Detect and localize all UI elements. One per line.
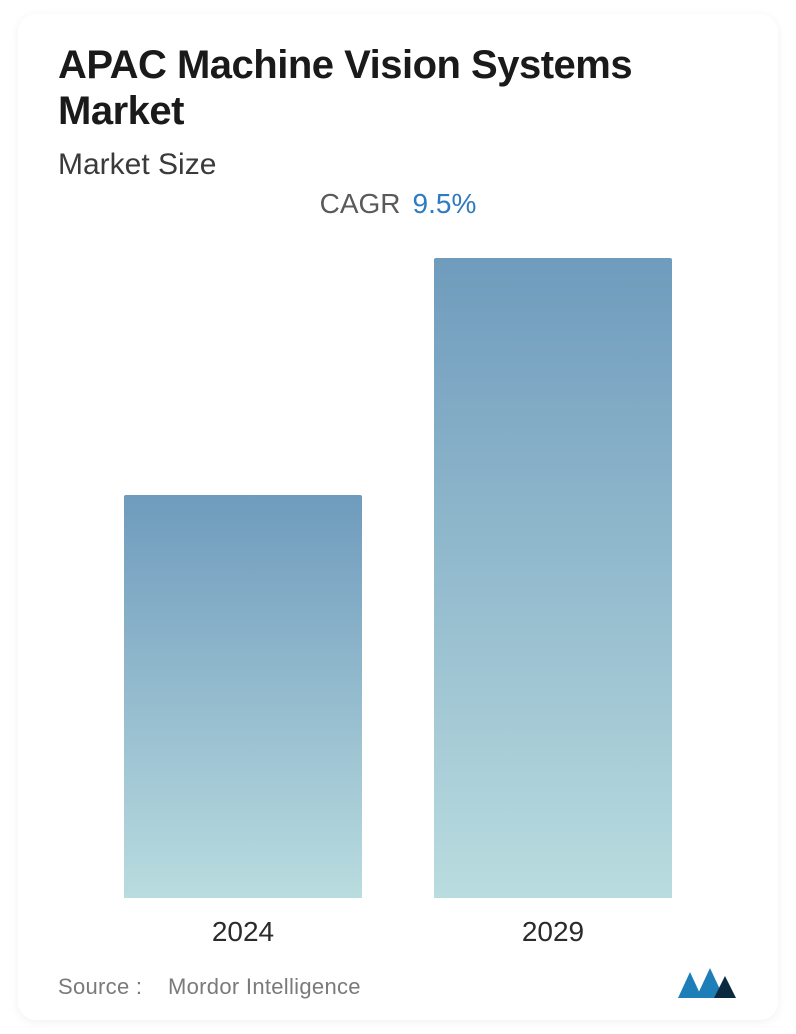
bar-0 bbox=[124, 495, 362, 898]
bar-wrap-1 bbox=[434, 258, 672, 898]
cagr-value: 9.5% bbox=[413, 188, 477, 220]
xlabel-0: 2024 bbox=[124, 916, 362, 948]
chart-footer: Source : Mordor Intelligence bbox=[58, 966, 738, 1000]
mordor-logo-icon bbox=[676, 966, 738, 1000]
chart-title: APAC Machine Vision Systems Market bbox=[58, 42, 738, 134]
cagr-label: CAGR bbox=[320, 188, 401, 220]
x-axis-labels: 2024 2029 bbox=[58, 916, 738, 948]
source-name: Mordor Intelligence bbox=[168, 974, 361, 999]
chart-card: APAC Machine Vision Systems Market Marke… bbox=[18, 14, 778, 1020]
bar-1 bbox=[434, 258, 672, 898]
cagr-row: CAGR 9.5% bbox=[58, 188, 738, 220]
bar-container bbox=[58, 258, 738, 898]
bar-wrap-0 bbox=[124, 495, 362, 898]
xlabel-1: 2029 bbox=[434, 916, 672, 948]
source-line: Source : Mordor Intelligence bbox=[58, 974, 361, 1000]
chart-subtitle: Market Size bbox=[58, 148, 738, 182]
source-label: Source : bbox=[58, 974, 142, 999]
bar-chart: 2024 2029 bbox=[58, 230, 738, 958]
